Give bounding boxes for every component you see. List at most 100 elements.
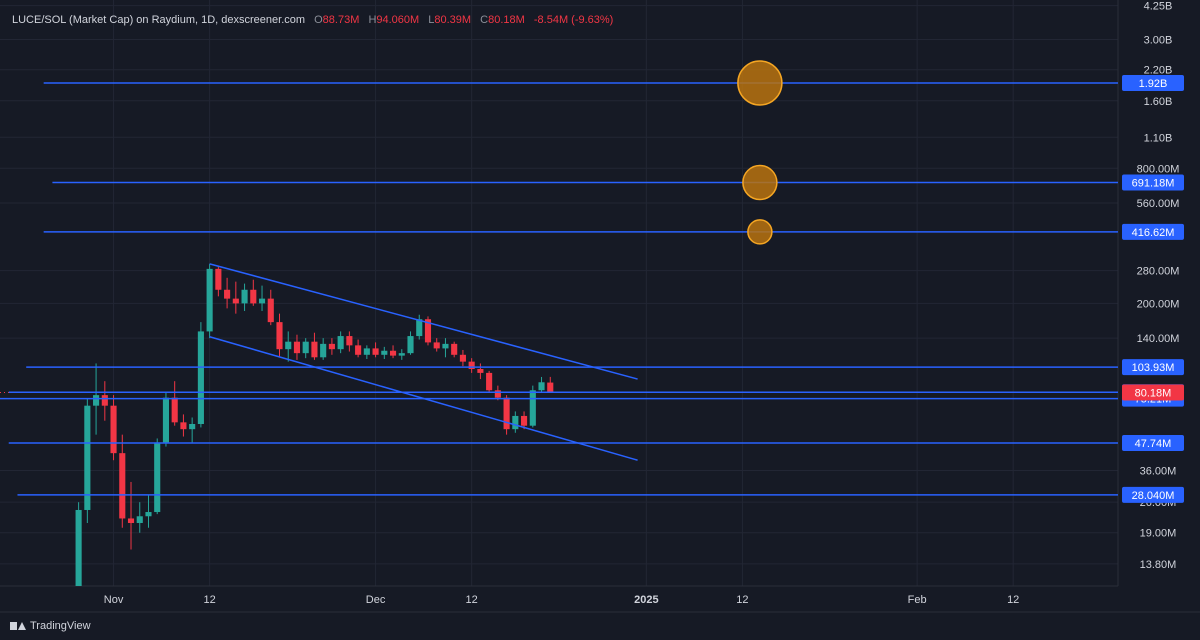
- level-price-tag: [1122, 174, 1184, 191]
- open-label: O: [314, 14, 323, 26]
- candle-body-up: [407, 336, 414, 354]
- price-tick-label: 280.00M: [1137, 266, 1180, 278]
- candle-body-up: [241, 289, 248, 304]
- candle-body-down: [521, 415, 528, 426]
- candle-body-up: [75, 509, 82, 586]
- symbol-title: LUCE/SOL (Market Cap) on Raydium, 1D, de…: [12, 14, 306, 26]
- time-tick-label: Feb: [908, 594, 927, 606]
- candle-body-down: [311, 341, 318, 358]
- candle-body-down: [293, 341, 301, 354]
- tradingview-footer[interactable]: TradingView: [10, 620, 91, 632]
- level-price-tag-label: 691.18M: [1132, 178, 1175, 190]
- candle-body-up: [337, 336, 344, 350]
- high-label: H: [368, 14, 377, 26]
- candle-body-down: [468, 361, 475, 369]
- level-price-tag-label: 47.74M: [1135, 438, 1172, 450]
- candle-body-up: [145, 512, 152, 517]
- candle-body-down: [459, 354, 466, 362]
- time-tick-label: 12: [466, 594, 478, 606]
- plot-area: [0, 60, 1118, 586]
- time-tick-label: 2025: [634, 594, 658, 606]
- open-value: 88.73M: [322, 14, 360, 26]
- candle-body-up: [162, 397, 170, 443]
- low-label: L: [428, 14, 435, 26]
- price-tick-label: 200.00M: [1137, 298, 1180, 310]
- candle-body-up: [93, 395, 100, 406]
- time-tick-label: 12: [736, 594, 748, 606]
- candle-body-down: [276, 322, 283, 350]
- candle-body-up: [84, 405, 91, 510]
- last-price-tag: [1122, 384, 1184, 401]
- time-tick-label: Nov: [104, 594, 124, 606]
- candle-body-down: [171, 397, 178, 423]
- price-tick-label: 13.80M: [1140, 559, 1177, 571]
- level-price-tag: [1122, 223, 1184, 240]
- ohlc-header: LUCE/SOL (Market Cap) on Raydium, 1D, de…: [12, 14, 613, 26]
- highlight-circle: [742, 164, 778, 201]
- close-label: C: [480, 14, 489, 26]
- time-tick-label: Dec: [366, 594, 386, 606]
- price-tick-label: 1.10B: [1144, 132, 1173, 144]
- price-tick-label: 19.00M: [1140, 528, 1177, 540]
- candle-body-down: [232, 298, 239, 304]
- candle-body-down: [127, 518, 135, 523]
- level-price-tag-label: 103.93M: [1132, 362, 1175, 374]
- close-value: 80.18M: [488, 14, 525, 26]
- candle-body-up: [189, 424, 196, 430]
- candle-body-down: [250, 289, 257, 304]
- highlight-circle: [737, 60, 783, 106]
- candle-body-down: [389, 350, 397, 356]
- brand-label: TradingView: [30, 620, 91, 632]
- highlight-circle: [747, 219, 773, 245]
- price-tick-label: 800.00M: [1137, 163, 1180, 175]
- candle-body-up: [416, 319, 423, 337]
- level-price-tag: [1122, 74, 1184, 91]
- price-tick-label: 3.00B: [1144, 35, 1173, 47]
- price-tick-label: 140.00M: [1137, 333, 1180, 345]
- candle-body-up: [381, 350, 388, 355]
- candle-body-down: [119, 453, 126, 519]
- level-price-tag: [1122, 359, 1184, 376]
- price-tick-label: 1.60B: [1144, 96, 1173, 108]
- low-value: 80.39M: [434, 14, 472, 26]
- candle-body-down: [267, 298, 274, 323]
- candle-body-down: [547, 382, 554, 393]
- level-price-tag-label: 28.040M: [1132, 490, 1175, 502]
- candle-body-up: [442, 343, 449, 349]
- time-tick-label: 12: [1007, 594, 1019, 606]
- candle-body-up: [363, 348, 370, 355]
- candle-body-down: [424, 319, 432, 343]
- candle-body-down: [180, 422, 187, 430]
- candle-body-up: [258, 298, 266, 304]
- price-tick-label: 36.00M: [1140, 465, 1177, 477]
- candle-body-down: [451, 343, 458, 355]
- candle-body-up: [538, 382, 545, 391]
- candle-body-down: [494, 390, 501, 398]
- last-price-tag-label: 80.18M: [1135, 387, 1172, 399]
- candle-body-down: [355, 345, 362, 355]
- candle-body-down: [328, 343, 335, 350]
- candle-body-up: [398, 353, 405, 356]
- candle-body-down: [346, 336, 353, 346]
- trendline: [209, 263, 638, 380]
- candle-body-up: [302, 341, 309, 354]
- price-tick-label: 560.00M: [1137, 198, 1180, 210]
- time-tick-label: 12: [204, 594, 216, 606]
- price-tick-label: 4.25B: [1144, 1, 1173, 13]
- level-price-tag: [1122, 434, 1184, 451]
- candle-body-down: [433, 342, 440, 349]
- candle-body-up: [512, 415, 519, 430]
- candle-body-up: [136, 516, 143, 523]
- candle-body-down: [101, 395, 108, 406]
- candle-body-up: [206, 268, 213, 332]
- level-price-tag-label: 416.62M: [1132, 227, 1175, 239]
- candle-body-up: [320, 343, 327, 358]
- trendline: [209, 336, 638, 461]
- candle-body-down: [503, 397, 510, 430]
- candle-body-down: [486, 372, 493, 391]
- candle-body-down: [110, 405, 117, 454]
- change-value: -8.54M (-9.63%): [533, 14, 614, 26]
- candle-body-down: [372, 348, 379, 355]
